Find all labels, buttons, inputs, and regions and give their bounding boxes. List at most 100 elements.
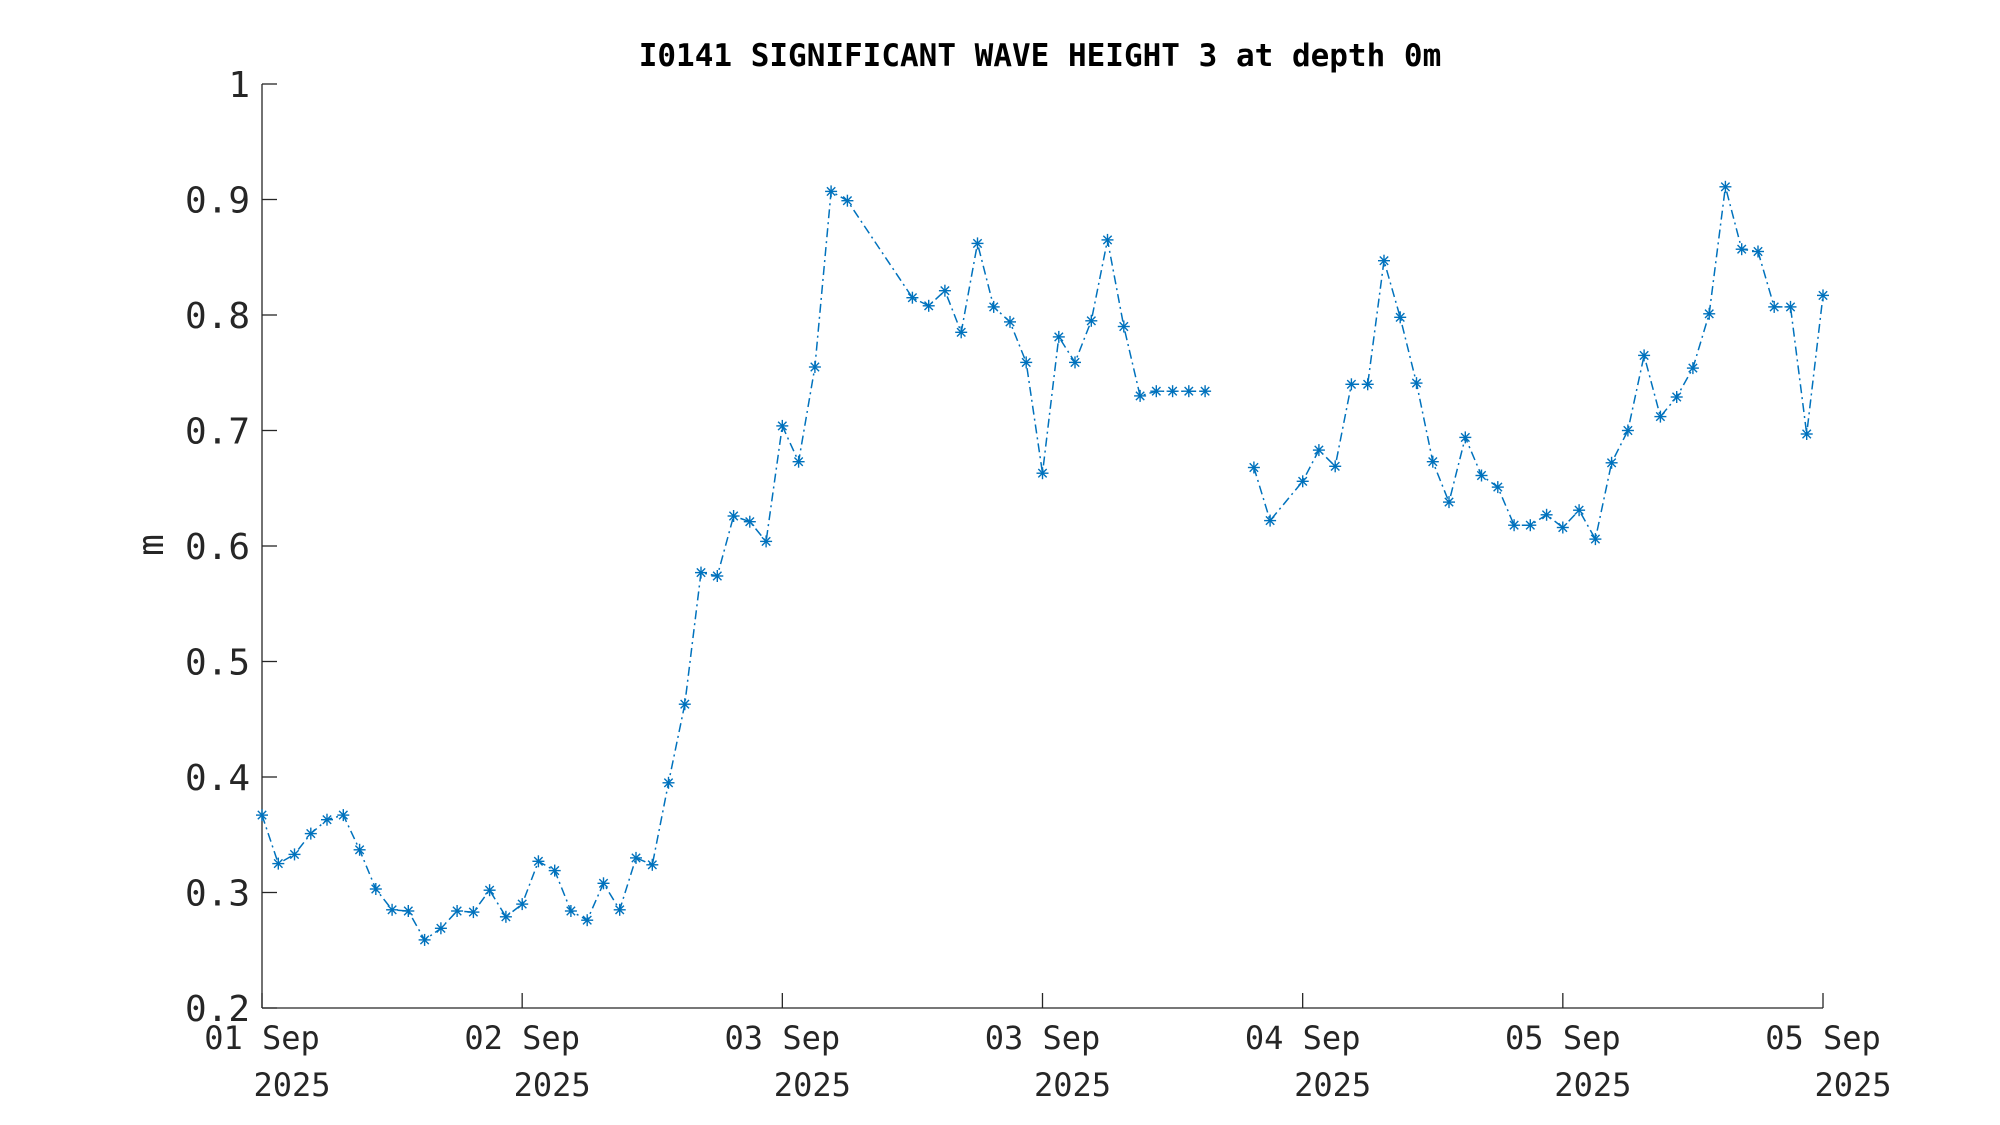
data-point xyxy=(1556,521,1569,534)
data-point xyxy=(792,455,805,468)
data-point xyxy=(1800,428,1813,440)
data-point xyxy=(1312,444,1325,457)
data-point xyxy=(451,905,464,917)
data-point xyxy=(1459,431,1472,444)
x-tick-label-day: 03 Sep xyxy=(725,1019,841,1057)
x-tick-label-year: 2025 xyxy=(1034,1066,1111,1104)
data-point xyxy=(1703,307,1716,320)
data-point xyxy=(1508,519,1521,532)
x-tick-label-day: 02 Sep xyxy=(464,1019,580,1057)
y-tick-label: 0.9 xyxy=(185,181,250,222)
y-tick-label: 0.5 xyxy=(185,643,250,684)
data-point xyxy=(1410,377,1423,390)
data-point xyxy=(1752,245,1764,258)
data-point xyxy=(662,776,675,789)
data-point xyxy=(402,905,415,917)
data-point xyxy=(1443,496,1455,509)
data-point xyxy=(1540,508,1553,521)
data-point xyxy=(1378,254,1390,267)
x-tick-label-year: 2025 xyxy=(774,1066,851,1104)
data-point xyxy=(971,237,984,250)
data-point xyxy=(1654,410,1667,423)
data-point xyxy=(434,922,447,935)
data-point xyxy=(1491,481,1504,494)
data-point xyxy=(516,898,529,911)
x-tick-label-day: 05 Sep xyxy=(1505,1019,1621,1057)
data-point xyxy=(1345,378,1358,391)
data-point xyxy=(646,858,659,871)
x-tick-label-year: 2025 xyxy=(1294,1066,1371,1104)
data-point xyxy=(1085,314,1098,327)
data-point xyxy=(1182,385,1195,398)
data-point xyxy=(906,291,919,304)
data-point xyxy=(1101,233,1114,246)
data-point xyxy=(499,910,512,923)
y-tick-label: 1 xyxy=(228,65,250,106)
data-point xyxy=(841,194,854,207)
data-point xyxy=(564,905,577,917)
data-point xyxy=(922,299,935,312)
plot-area xyxy=(256,180,1829,946)
data-point xyxy=(1735,243,1748,256)
data-point xyxy=(1719,180,1732,193)
data-point xyxy=(1069,356,1081,369)
data-point xyxy=(1247,461,1260,474)
x-tick-label-day: 03 Sep xyxy=(985,1019,1101,1057)
data-point xyxy=(256,809,268,822)
data-point xyxy=(304,827,317,840)
data-point xyxy=(1052,330,1065,343)
data-point xyxy=(1784,300,1797,313)
data-point xyxy=(467,906,480,919)
data-point xyxy=(1768,300,1781,313)
y-axis-label: m xyxy=(131,534,172,556)
data-point xyxy=(1475,469,1488,482)
data-point xyxy=(1573,504,1586,517)
data-point xyxy=(630,851,642,864)
data-point xyxy=(760,535,773,548)
data-point xyxy=(695,566,707,579)
y-tick-label: 0.3 xyxy=(185,874,250,915)
data-point xyxy=(711,570,724,582)
data-point xyxy=(1670,391,1683,403)
data-point xyxy=(1605,456,1618,469)
data-point xyxy=(288,848,301,861)
data-point xyxy=(1394,311,1407,324)
y-tick-label: 0.7 xyxy=(185,412,250,453)
data-point xyxy=(353,843,366,856)
data-point xyxy=(532,855,545,868)
data-point xyxy=(987,300,1000,313)
y-tick-label: 0.2 xyxy=(185,989,250,1030)
data-point xyxy=(386,903,399,916)
y-tick-label: 0.8 xyxy=(185,296,250,337)
data-point xyxy=(1117,320,1130,333)
data-point xyxy=(483,884,496,897)
x-tick-label-day: 05 Sep xyxy=(1765,1019,1881,1057)
data-point xyxy=(1296,475,1309,488)
x-tick-label-year: 2025 xyxy=(514,1066,591,1104)
data-point xyxy=(1134,389,1147,402)
data-point xyxy=(955,326,968,339)
data-point xyxy=(369,883,382,895)
x-ticks: 01 Sep 2025 02 Sep 2025 03 Sep 2025 03 Sep 2025… xyxy=(204,993,1892,1104)
y-tick-label: 0.4 xyxy=(185,758,250,799)
data-point xyxy=(581,914,594,927)
chart-title: I0141 SIGNIFICANT WAVE HEIGHT 3 at depth… xyxy=(639,38,1442,74)
y-tick-label: 0.6 xyxy=(185,527,250,568)
data-point xyxy=(1686,362,1699,375)
data-point xyxy=(548,864,561,877)
data-point xyxy=(1264,514,1277,527)
data-point xyxy=(597,877,610,890)
data-point xyxy=(1524,519,1537,532)
x-tick-label-year: 2025 xyxy=(253,1066,330,1104)
data-point xyxy=(938,284,951,297)
data-point xyxy=(1589,533,1602,546)
data-point xyxy=(1426,455,1439,468)
data-point xyxy=(337,809,350,822)
data-point xyxy=(418,933,431,946)
data-point xyxy=(825,185,838,198)
y-ticks: 0.2 0.3 0.4 0.5 0.6 0.7 0.8 0.9 1 xyxy=(185,65,277,1030)
data-point xyxy=(1199,385,1212,398)
x-tick-label-year: 2025 xyxy=(1554,1066,1631,1104)
